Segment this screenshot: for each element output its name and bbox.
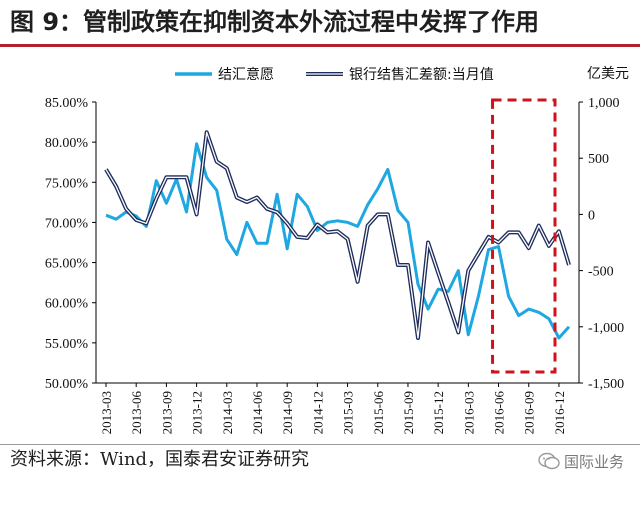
x-tick-label: 2013-06 <box>129 391 144 435</box>
highlight-box <box>491 98 557 374</box>
chart-title: 图 9：管制政策在抑制资本外流过程中发挥了作用 <box>10 8 540 36</box>
right-tick-label: -1,500 <box>588 377 624 392</box>
x-tick-label: 2014-03 <box>220 391 235 434</box>
x-tick-label: 2013-03 <box>99 391 114 434</box>
legend-label-jiehui-yiyuan: 结汇意愿 <box>218 66 274 83</box>
x-tick-label: 2016-12 <box>552 391 567 434</box>
x-tick-label: 2014-09 <box>280 391 295 434</box>
x-tick-label: 2014-06 <box>250 391 265 435</box>
right-axis-unit-label: 亿美元 <box>587 66 629 82</box>
series-line-jieshouhui-chae-inner <box>105 131 570 339</box>
left-tick-label: 65.00% <box>45 257 89 272</box>
wechat-icon <box>538 452 560 470</box>
x-tick-label: 2014-12 <box>310 391 325 434</box>
right-tick-label: -1,000 <box>588 321 624 336</box>
x-tick-label: 2016-03 <box>461 391 476 434</box>
right-tick-label: 1,000 <box>588 96 620 111</box>
x-tick-label: 2015-12 <box>431 391 446 434</box>
source-divider <box>0 444 640 445</box>
x-tick-label: 2015-06 <box>371 391 386 435</box>
right-tick-label: -500 <box>588 265 614 280</box>
left-tick-label: 80.00% <box>45 136 89 151</box>
left-tick-label: 50.00% <box>45 377 89 392</box>
right-tick-label: 0 <box>588 208 595 223</box>
x-tick-label: 2016-06 <box>492 391 507 435</box>
left-tick-label: 85.00% <box>45 96 89 111</box>
left-tick-label: 55.00% <box>45 337 89 352</box>
series-line-jieshouhui-chae-outer <box>104 130 571 340</box>
x-tick-label: 2015-09 <box>401 391 416 434</box>
left-tick-label: 75.00% <box>45 176 89 191</box>
series-line-jiehui-yiyuan <box>105 142 571 340</box>
line-chart: 50.00% 55.00% 60.00% 65.00% 70.00% 75.00% 80.0… <box>45 66 629 435</box>
x-tick-label: 2013-12 <box>190 391 205 434</box>
legend-label-jieshouhui-chae: 银行结售汇差额:当月值 <box>349 67 494 83</box>
x-tick-label: 2013-09 <box>159 391 174 434</box>
right-tick-label: 500 <box>588 152 609 167</box>
watermark-text: 国际业务 <box>563 453 624 471</box>
left-tick-label: 60.00% <box>45 297 89 312</box>
watermark: 国际业务 <box>538 450 624 474</box>
source-note: 资料来源：Wind，国泰君安证券研究 <box>10 449 310 470</box>
title-underline <box>0 44 640 47</box>
left-tick-label: 70.00% <box>45 216 89 231</box>
x-tick-label: 2016-09 <box>522 391 537 434</box>
x-tick-label: 2015-03 <box>341 391 356 434</box>
